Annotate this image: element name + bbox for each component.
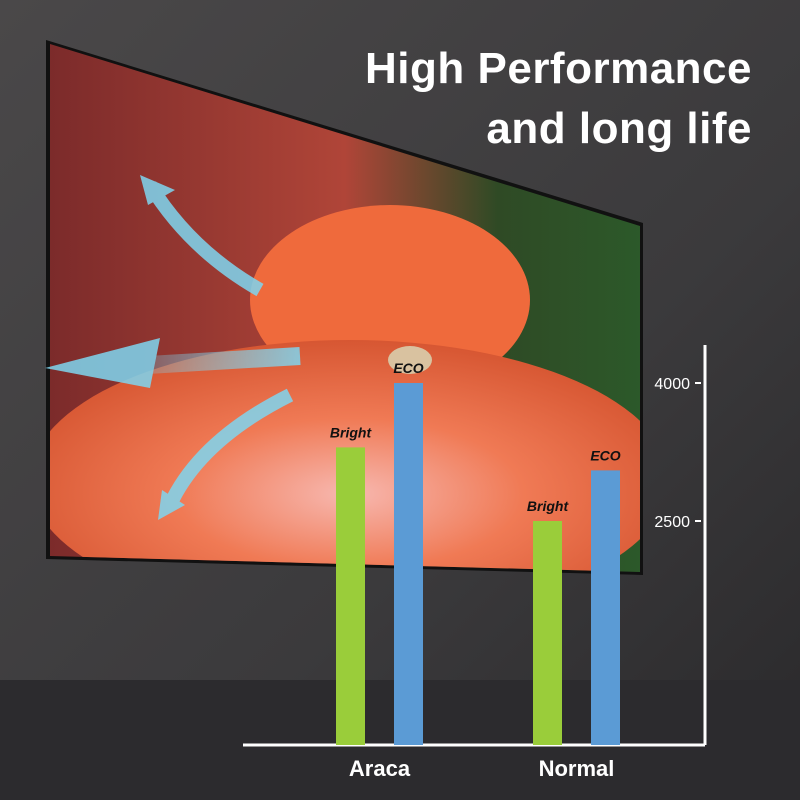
category-label: Normal xyxy=(539,756,615,781)
bar-label: ECO xyxy=(590,447,620,463)
y-tick-label: 2500 xyxy=(654,514,690,531)
headline-line-2: and long life xyxy=(486,104,752,153)
bar-label: ECO xyxy=(393,360,423,376)
bar-label: Bright xyxy=(527,498,570,514)
category-label: Araca xyxy=(349,756,411,781)
bar-eco-araca xyxy=(394,383,423,745)
y-tick-label: 4000 xyxy=(654,376,690,393)
bar-bright-normal xyxy=(533,521,562,745)
airflow-arrows xyxy=(45,175,301,520)
bar-chart: 2500 4000 Bright ECO Araca Bright ECO Normal xyxy=(243,345,707,781)
bar-eco-normal xyxy=(591,470,620,745)
bar-bright-araca xyxy=(336,447,365,745)
bar-label: Bright xyxy=(330,424,373,440)
headline-line-1: High Performance xyxy=(365,44,752,93)
